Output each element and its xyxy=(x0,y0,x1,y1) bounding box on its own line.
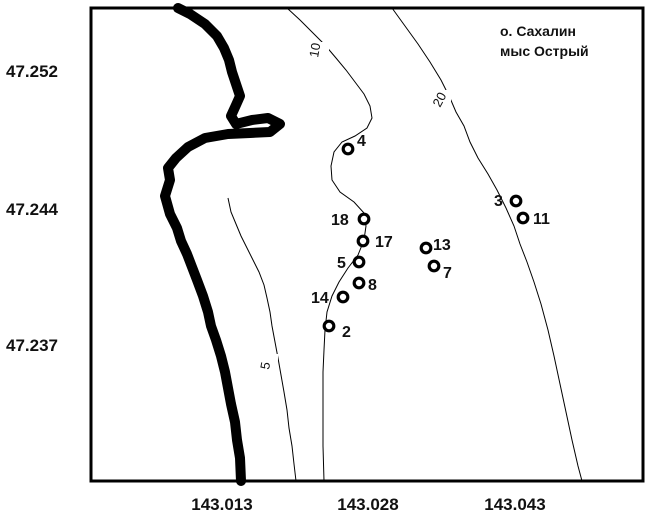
contour-label-5: 5 xyxy=(257,361,273,371)
coastline xyxy=(160,3,285,486)
x-tick-label-143-028: 143.028 xyxy=(337,495,398,514)
map-title-line-1: о. Сахалин xyxy=(500,23,576,39)
contour-5 xyxy=(227,197,297,482)
station-marker-3 xyxy=(509,194,523,208)
station-markers xyxy=(322,142,530,333)
station-label-5: 5 xyxy=(337,255,346,272)
station-label-3: 3 xyxy=(494,193,503,210)
station-marker-11 xyxy=(516,211,530,225)
contour-label-20: 20 xyxy=(429,90,449,110)
station-marker-8 xyxy=(352,276,366,290)
station-label-18: 18 xyxy=(331,212,349,229)
station-label-14: 14 xyxy=(311,290,329,307)
y-tick-label-47-237: 47.237 xyxy=(6,336,58,355)
station-label-4: 4 xyxy=(357,133,366,150)
station-label-2: 2 xyxy=(342,324,351,341)
station-label-17: 17 xyxy=(375,234,393,251)
station-label-7: 7 xyxy=(443,265,452,282)
station-label-13: 13 xyxy=(433,237,451,254)
x-tick-label-143-043: 143.043 xyxy=(484,495,545,514)
station-marker-14 xyxy=(336,290,350,304)
station-marker-18 xyxy=(357,212,371,226)
contour-20 xyxy=(391,7,583,482)
contour-10 xyxy=(286,7,373,482)
station-marker-7 xyxy=(427,259,441,273)
y-tick-label-47-252: 47.252 xyxy=(6,62,58,81)
station-marker-17 xyxy=(356,234,370,248)
x-tick-label-143-013: 143.013 xyxy=(191,495,252,514)
station-marker-4 xyxy=(341,142,355,156)
station-marker-5 xyxy=(352,255,366,269)
map-title-line-2: мыс Острый xyxy=(500,43,589,59)
station-marker-13 xyxy=(419,241,433,255)
y-tick-label-47-244: 47.244 xyxy=(6,200,59,219)
station-label-8: 8 xyxy=(368,277,377,294)
station-label-11: 11 xyxy=(533,211,550,228)
station-marker-2 xyxy=(322,319,336,333)
contour-label-10: 10 xyxy=(306,42,323,59)
